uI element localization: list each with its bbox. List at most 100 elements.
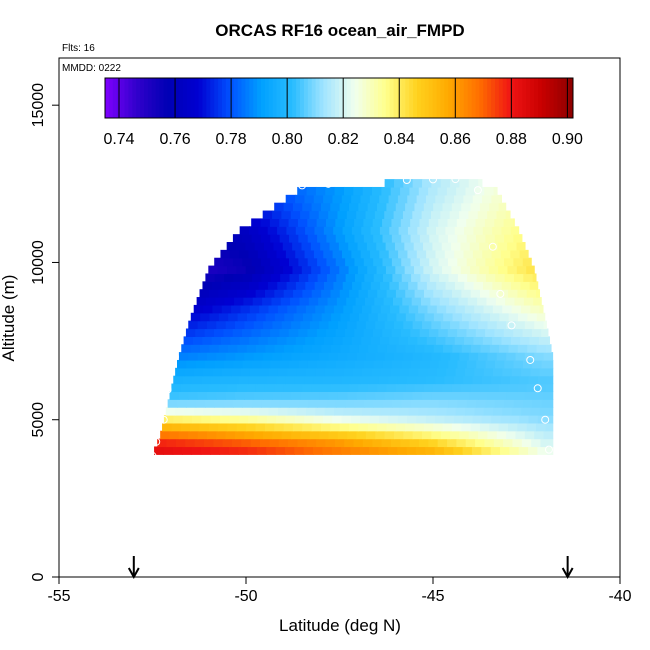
- heatmap-cell: [302, 422, 313, 432]
- heatmap-cell: [257, 249, 268, 259]
- heatmap-cell: [441, 242, 452, 251]
- heatmap-cell: [536, 312, 546, 322]
- heatmap-cell: [417, 226, 428, 235]
- heatmap-cell: [519, 415, 530, 424]
- heatmap-cell: [373, 359, 384, 369]
- heatmap-cell: [364, 297, 375, 306]
- heatmap-cell: [191, 415, 202, 424]
- heatmap-cell: [295, 226, 306, 235]
- heatmap-cell: [500, 249, 511, 259]
- colorbar-swatch: [506, 78, 512, 118]
- heatmap-cell: [320, 383, 331, 393]
- heatmap-cell: [426, 336, 437, 345]
- heatmap-cell: [466, 234, 477, 243]
- heatmap-cell: [334, 367, 345, 377]
- heatmap-cell: [343, 367, 354, 377]
- heatmap-cell: [442, 289, 453, 298]
- heatmap-cell: [197, 430, 208, 440]
- heatmap-cell: [348, 265, 359, 275]
- heatmap-cell: [447, 438, 457, 448]
- heatmap-cell: [202, 336, 213, 345]
- track-point: [451, 175, 460, 184]
- heatmap-cell: [429, 359, 440, 369]
- heatmap-cell: [517, 344, 528, 353]
- heatmap-cell: [208, 289, 219, 298]
- heatmap-cell: [267, 336, 278, 345]
- heatmap-cell: [547, 415, 554, 424]
- heatmap-cell: [409, 438, 420, 448]
- heatmap-cell: [279, 257, 290, 267]
- heatmap-cell: [414, 383, 425, 393]
- heatmap-cell: [248, 415, 259, 424]
- heatmap-cell: [185, 328, 196, 337]
- heatmap-cell: [378, 375, 389, 385]
- heatmap-cell: [511, 367, 522, 377]
- heatmap-cell: [313, 415, 324, 424]
- colorbar-tick-label: 0.88: [496, 131, 527, 148]
- heatmap-cell: [364, 273, 375, 282]
- heatmap-cell: [291, 352, 302, 361]
- heatmap-cell: [212, 304, 223, 314]
- heatmap-cell: [487, 352, 498, 361]
- heatmap-cell: [352, 407, 363, 416]
- heatmap-cell: [539, 304, 544, 314]
- heatmap-cell: [321, 312, 332, 322]
- heatmap-cell: [349, 312, 360, 322]
- colorbar-swatch: [479, 78, 484, 118]
- heatmap-cell: [380, 367, 391, 377]
- colorbar-swatch: [241, 78, 246, 118]
- heatmap-cell: [496, 320, 507, 330]
- heatmap-cell: [328, 430, 339, 440]
- heatmap-cell: [471, 312, 482, 322]
- heatmap-cell: [286, 226, 297, 235]
- heatmap-cell: [520, 304, 531, 314]
- colorbar-swatch: [183, 78, 188, 118]
- heatmap-cell: [309, 320, 320, 330]
- heatmap-cell: [358, 383, 369, 393]
- heatmap-cell: [289, 234, 299, 243]
- heatmap-cell: [392, 399, 402, 408]
- heatmap-cell: [475, 328, 486, 337]
- heatmap-cell: [208, 265, 219, 275]
- heatmap-cell: [311, 289, 322, 298]
- colorbar-swatch: [261, 78, 266, 118]
- heatmap-cell: [434, 446, 445, 455]
- heatmap-cell: [375, 391, 386, 400]
- heatmap-cell: [473, 336, 484, 345]
- heatmap-cell: [393, 210, 404, 220]
- heatmap-cell: [489, 312, 500, 322]
- heatmap-cell: [549, 438, 554, 448]
- heatmap-cell: [191, 375, 202, 385]
- heatmap-cell: [298, 273, 309, 282]
- heatmap-cell: [438, 218, 449, 227]
- heatmap-cell: [421, 430, 432, 440]
- heatmap-cell: [232, 328, 243, 337]
- heatmap-cell: [307, 218, 318, 227]
- heatmap-cell: [507, 422, 518, 432]
- heatmap-cell: [349, 289, 360, 298]
- heatmap-cell: [482, 336, 493, 345]
- heatmap-cell: [276, 415, 287, 424]
- heatmap-cell: [375, 430, 386, 440]
- heatmap-field: [154, 179, 554, 455]
- heatmap-cell: [201, 375, 212, 385]
- heatmap-cell: [489, 289, 500, 298]
- colorbar-swatch: [311, 78, 317, 118]
- heatmap-cell: [467, 273, 478, 282]
- heatmap-cell: [502, 367, 513, 377]
- heatmap-cell: [448, 359, 459, 369]
- heatmap-cell: [257, 415, 268, 424]
- heatmap-cell: [405, 344, 416, 353]
- heatmap-cell: [237, 312, 248, 322]
- heatmap-cell: [419, 257, 430, 267]
- heatmap-cell: [443, 446, 454, 455]
- heatmap-cell: [523, 297, 534, 306]
- colorbar-swatch: [385, 78, 391, 118]
- heatmap-cell: [260, 218, 271, 227]
- heatmap-cell: [350, 375, 361, 385]
- colorbar-swatch: [233, 78, 239, 118]
- heatmap-cell: [519, 375, 530, 385]
- heatmap-cell: [347, 391, 358, 400]
- heatmap-cell: [399, 304, 410, 314]
- heatmap-cell: [332, 194, 343, 204]
